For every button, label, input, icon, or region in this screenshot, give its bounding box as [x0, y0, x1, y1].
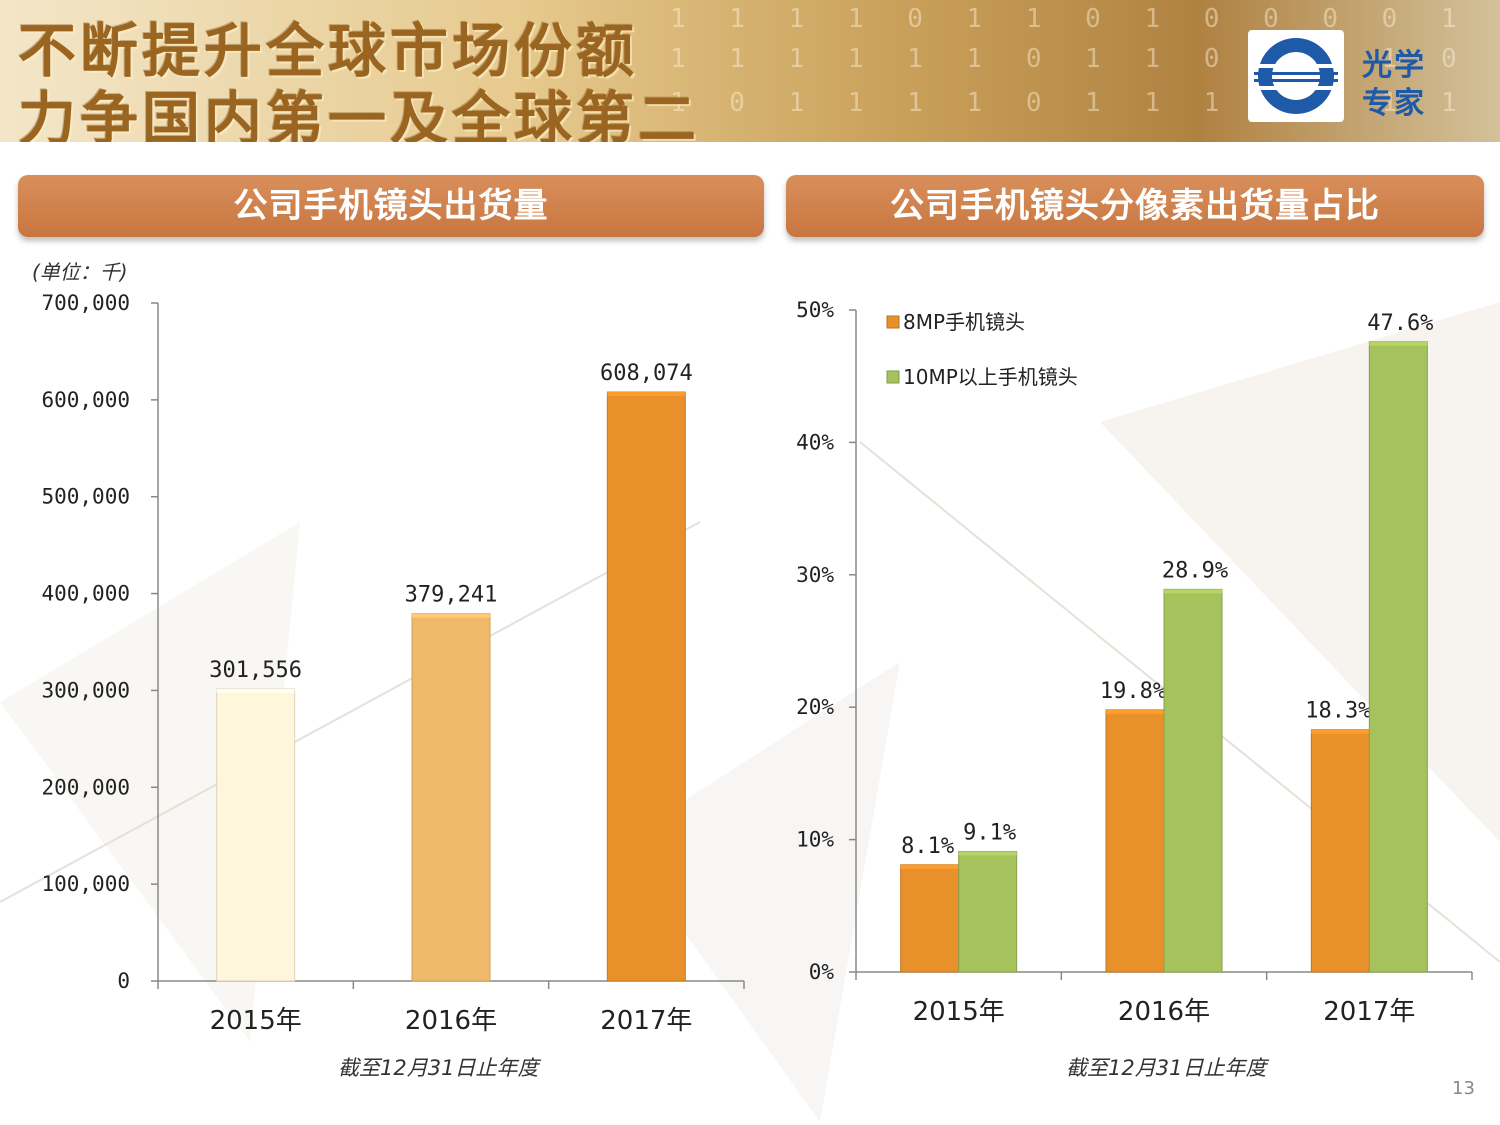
- bar-value-label: 9.1%: [963, 821, 1016, 846]
- y-tick-label: 50%: [796, 298, 834, 322]
- x-category-label: 2016年: [405, 1006, 497, 1036]
- y-tick-label: 40%: [796, 430, 834, 454]
- y-tick-label: 400,000: [41, 582, 130, 606]
- y-tick-label: 700,000: [41, 291, 130, 315]
- x-category-label: 2017年: [1323, 997, 1415, 1027]
- right-chart-banner: 公司手机镜头分像素出货量占比: [786, 175, 1484, 237]
- y-tick-label: 500,000: [41, 485, 130, 509]
- bar-value-label: 47.6%: [1367, 311, 1433, 336]
- y-tick-label: 600,000: [41, 388, 130, 412]
- x-category-label: 2015年: [210, 1006, 302, 1036]
- bar-top-highlight: [900, 864, 959, 869]
- bar-value-label: 28.9%: [1162, 558, 1228, 583]
- left-chart-footnote: 截至12月31日止年度: [338, 1056, 539, 1080]
- y-tick-label: 30%: [796, 563, 834, 587]
- bar-value-label: 608,074: [600, 361, 693, 386]
- bar-value-label: 18.3%: [1305, 699, 1371, 724]
- binary-decoration-row-1: 1 1 1 1 0 1 1 0 1 0 0 0 0 1 1 1 1 1 0 1 …: [670, 4, 1500, 34]
- bar-top-highlight: [1369, 341, 1428, 346]
- legend-label: 8MP手机镜头: [903, 310, 1025, 334]
- bar-top-highlight: [412, 613, 490, 618]
- binary-decoration-row-3: 1 0 1 1 1 1 0 1 1 1 0 1 1 1 0 1 1 0 1 0 …: [670, 88, 1500, 118]
- right-chart-footnote: 截至12月31日止年度: [1066, 1056, 1267, 1080]
- x-category-label: 2015年: [913, 997, 1005, 1027]
- binary-decoration-row-2: 1 1 1 1 1 1 0 1 1 0 1 0 1 0 0 0 1 0 1 1 …: [670, 44, 1500, 74]
- bar-top-highlight: [216, 688, 295, 693]
- logo-text-line-2: 专家: [1362, 86, 1426, 121]
- x-category-label: 2016年: [1118, 997, 1210, 1027]
- bar-series-8mp: [1105, 709, 1165, 973]
- left-chart-banner: 公司手机镜头出货量: [18, 175, 764, 237]
- slide-title-line-1: 不断提升全球市场份额: [18, 17, 639, 85]
- y-tick-label: 0%: [809, 960, 835, 984]
- bar-value-label: 19.8%: [1100, 679, 1166, 704]
- slide-header: 1 1 1 1 0 1 1 0 1 0 0 0 0 1 1 1 1 1 0 1 …: [0, 0, 1500, 142]
- y-tick-label: 200,000: [41, 775, 130, 799]
- bar-series-8mp: [900, 864, 960, 973]
- legend-swatch: [886, 315, 900, 329]
- page-number: 13: [1452, 1078, 1475, 1099]
- bar-value-label: 379,241: [405, 583, 498, 608]
- bar: [216, 688, 296, 982]
- bar-value-label: 301,556: [209, 658, 302, 683]
- legend-swatch: [886, 370, 900, 384]
- slide-title-line-2: 力争国内第一及全球第二: [18, 85, 701, 142]
- bar-series-10mp: [958, 851, 1018, 973]
- x-category-label: 2017年: [600, 1006, 692, 1036]
- bar-series-10mp: [1163, 588, 1223, 973]
- bar-series-10mp: [1368, 341, 1428, 973]
- y-tick-label: 100,000: [41, 872, 130, 896]
- y-tick-label: 0: [117, 969, 130, 993]
- bar-series-8mp: [1310, 729, 1370, 973]
- y-tick-label: 20%: [796, 695, 834, 719]
- bar-value-label: 8.1%: [901, 834, 954, 859]
- bar-top-highlight: [1106, 709, 1164, 714]
- company-logo-icon: [1248, 30, 1344, 122]
- bar-top-highlight: [958, 851, 1017, 856]
- unit-label: (单位：千): [32, 260, 128, 284]
- bar: [606, 391, 686, 982]
- bar-top-highlight: [1311, 729, 1370, 734]
- bar-top-highlight: [1164, 589, 1222, 594]
- logo-text-line-1: 光学: [1362, 48, 1426, 83]
- y-tick-label: 10%: [796, 828, 834, 852]
- bar-top-highlight: [607, 392, 686, 397]
- y-tick-label: 300,000: [41, 678, 130, 702]
- legend-label: 10MP以上手机镜头: [903, 365, 1078, 389]
